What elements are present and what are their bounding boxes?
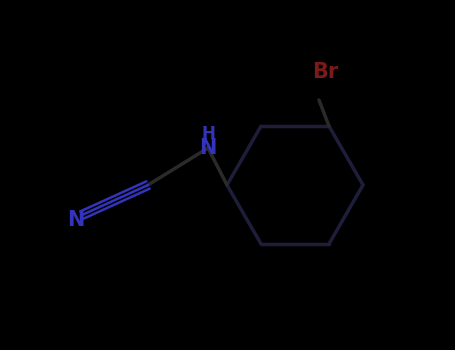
Text: Br: Br: [312, 62, 338, 82]
Text: N: N: [199, 138, 217, 158]
Text: H: H: [201, 125, 215, 143]
Text: N: N: [67, 210, 85, 230]
